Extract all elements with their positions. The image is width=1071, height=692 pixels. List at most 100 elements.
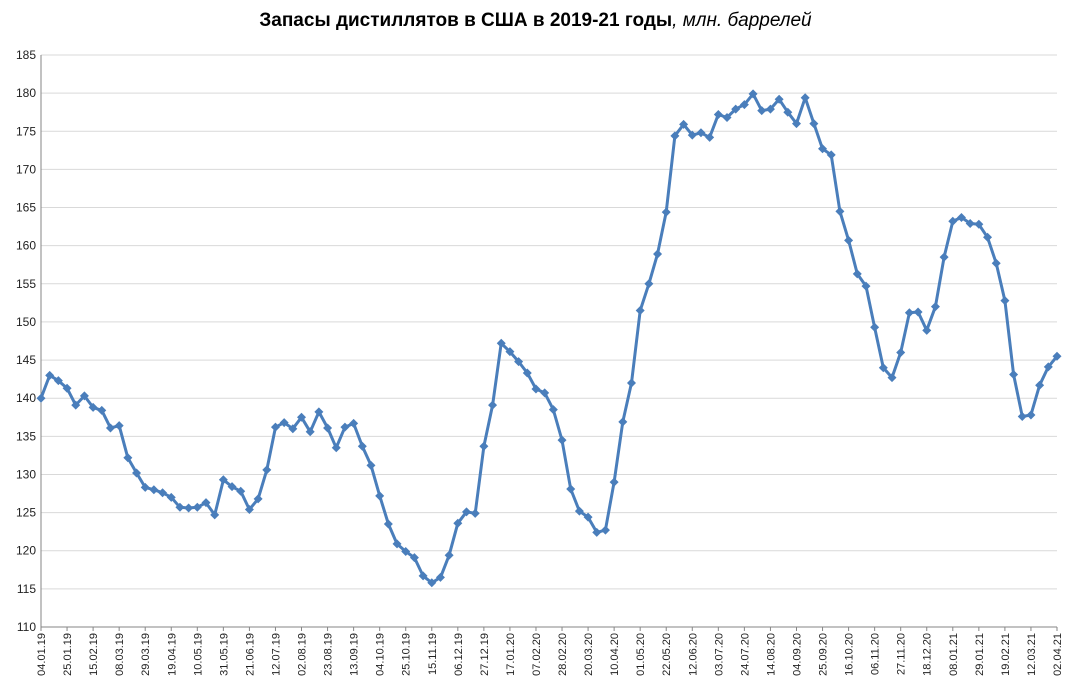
x-tick-label: 08.03.19 [114,633,126,676]
y-tick-label: 175 [16,124,36,138]
data-point [696,128,706,138]
x-tick-label: 12.06.20 [687,633,699,676]
x-tick-label: 14.08.20 [765,633,777,676]
data-point [227,482,237,492]
data-point [965,219,975,229]
x-tick-label: 20.03.20 [583,633,595,676]
data-point [974,219,984,229]
data-point [192,502,202,512]
data-point [470,508,480,518]
y-tick-label: 130 [16,467,36,481]
x-tick-label: 29.03.19 [140,633,152,676]
data-point [314,407,324,417]
data-point [653,249,663,259]
data-point [340,422,350,432]
data-point [88,402,98,412]
data-point [739,100,749,110]
data-point [62,383,72,393]
data-point [201,498,211,508]
data-point [184,503,194,513]
data-point [1043,362,1053,372]
data-point [349,418,359,428]
data-point [600,525,610,535]
data-point [45,370,55,380]
data-point [583,512,593,522]
data-point [557,435,567,445]
data-point [983,232,993,242]
data-point [644,279,654,289]
data-point [357,441,367,451]
data-point [383,519,393,529]
data-point [140,482,150,492]
data-point [210,510,220,520]
x-tick-label: 17.01.20 [505,633,517,676]
data-point [922,325,932,335]
data-point [444,550,454,560]
x-tick-label: 25.01.19 [62,633,74,676]
data-point [262,465,272,475]
data-point [913,307,923,317]
y-tick-label: 155 [16,277,36,291]
x-tick-label: 23.08.19 [323,633,335,676]
data-point [297,412,307,422]
y-tick-label: 185 [16,48,36,62]
data-point [496,338,506,348]
x-tick-label: 04.10.19 [375,633,387,676]
x-tick-label: 06.11.20 [870,633,882,675]
data-point [270,422,280,432]
x-tick-label: 29.01.21 [974,633,986,676]
data-point [505,347,515,357]
data-point [783,107,793,117]
data-point [479,441,489,451]
data-point [409,553,419,563]
data-point [149,485,159,495]
x-tick-label: 27.12.19 [479,633,491,676]
data-point [609,477,619,487]
data-point [757,106,767,116]
y-tick-label: 165 [16,201,36,215]
data-point [774,94,784,104]
data-point [488,400,498,410]
x-tick-label: 15.11.19 [427,633,439,675]
data-point [592,527,602,537]
x-tick-label: 07.02.20 [531,633,543,676]
data-point [548,405,558,415]
x-tick-label: 01.05.20 [635,633,647,676]
data-point [1017,412,1027,422]
chart-title-main: Запасы дистиллятов в США в 2019-21 годы [259,10,673,31]
data-point [878,363,888,373]
data-point [105,423,115,433]
x-tick-label: 10.05.19 [192,633,204,676]
data-point [123,453,133,463]
y-tick-label: 135 [16,429,36,443]
data-point [1000,296,1010,306]
y-tick-label: 115 [17,582,36,596]
data-point [826,150,836,160]
data-point [514,357,524,367]
x-tick-label: 04.09.20 [791,633,803,676]
data-point [835,206,845,216]
data-point [956,212,966,222]
data-point [765,104,775,114]
data-point [132,468,142,478]
x-tick-label: 21.06.19 [244,633,256,676]
x-tick-label: 02.04.21 [1052,633,1064,676]
data-point [305,427,315,437]
y-tick-label: 140 [16,391,36,405]
data-point [79,391,89,401]
x-tick-label: 16.10.20 [844,633,856,676]
x-tick-label: 12.07.19 [270,633,282,676]
y-tick-label: 180 [16,86,36,100]
data-point [687,130,697,140]
data-point [453,518,463,528]
data-point [253,494,263,504]
data-point [114,421,124,431]
data-point [71,400,81,410]
data-point [435,572,445,582]
x-tick-label: 10.04.20 [609,633,621,676]
data-point [809,119,819,129]
data-point [1026,410,1036,420]
x-tick-label: 04.01.19 [36,633,48,676]
data-point [175,502,185,512]
